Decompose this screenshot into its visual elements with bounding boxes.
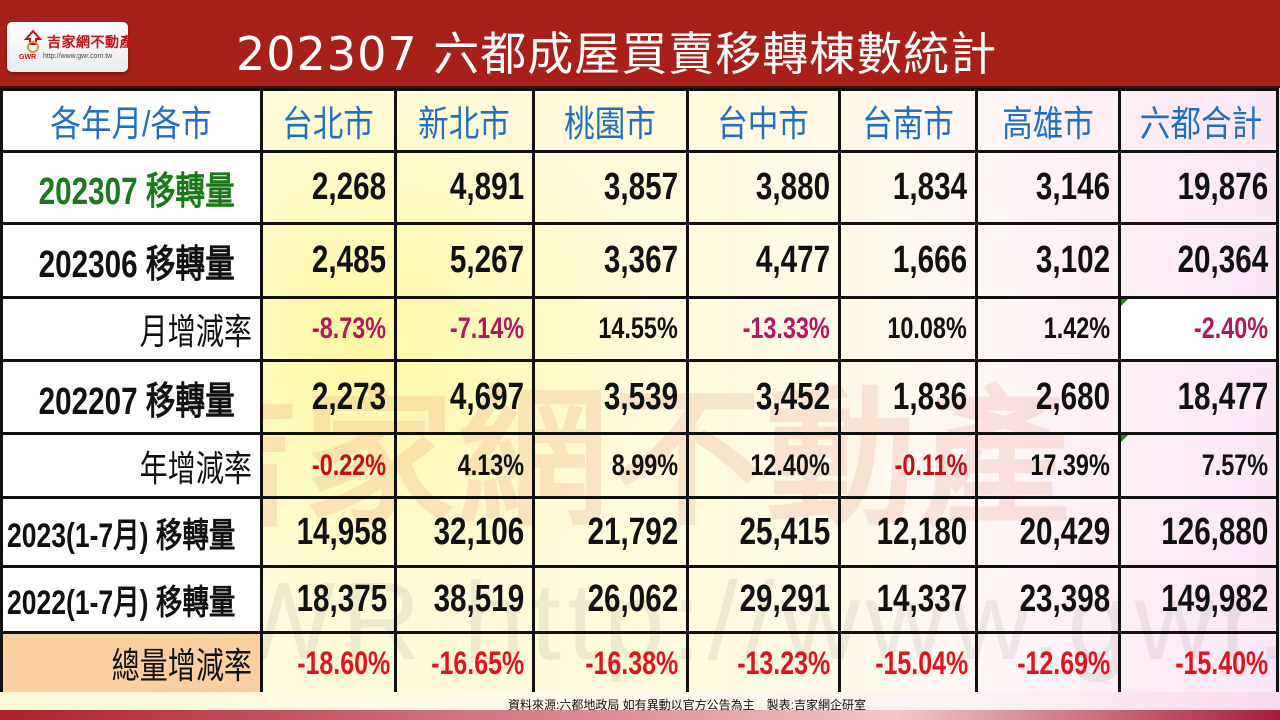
table-row: 2022(1-7月) 移轉量 18,375 38,519 26,062 29,2…	[0, 565, 1279, 634]
cell-value: 32,106	[394, 496, 535, 568]
cell-value: 18,375	[260, 565, 397, 634]
cell-value: 3,880	[686, 150, 841, 225]
cell-percent: -16.65%	[394, 631, 535, 695]
column-header-period: 各年月/各市	[0, 88, 263, 153]
house-logo-icon	[23, 30, 43, 53]
transfer-statistics-table: 各年月/各市 台北市 新北市 桃園市 台中市 台南市 高雄市 六都合計 2023…	[0, 88, 1279, 695]
footer-decoration	[0, 710, 1280, 720]
cell-percent: 10.08%	[838, 296, 978, 362]
cell-value: 21,792	[532, 496, 689, 568]
row-label: 202207 移轉量	[0, 359, 263, 435]
cell-value: 4,697	[394, 359, 535, 435]
cell-value: 3,539	[532, 359, 689, 435]
cell-value: 29,291	[686, 565, 841, 634]
row-label: 202306 移轉量	[0, 222, 263, 299]
column-header-taoyuan: 桃園市	[532, 88, 689, 153]
cell-value: 19,876	[1118, 150, 1279, 225]
row-label: 202307 移轉量	[0, 150, 263, 225]
cell-value: 3,146	[975, 150, 1121, 225]
cell-percent: 1.42%	[975, 296, 1121, 362]
table-row: 2023(1-7月) 移轉量 14,958 32,106 21,792 25,4…	[0, 496, 1279, 568]
cell-percent: 12.40%	[686, 432, 841, 499]
source-note: 資料來源:六都地政局 如有異動以官方公告為主 製表:吉家網企研室	[508, 698, 867, 712]
cell-percent: -16.38%	[532, 631, 689, 695]
cell-percent: -8.73%	[260, 296, 397, 362]
cell-percent: -13.33%	[686, 296, 841, 362]
cell-percent: -0.22%	[260, 432, 397, 499]
row-label: 總量增減率	[0, 631, 263, 695]
footer: 資料來源:六都地政局 如有異動以官方公告為主 製表:吉家網企研室	[0, 692, 1280, 720]
cell-value: 23,398	[975, 565, 1121, 634]
column-header-new-taipei: 新北市	[394, 88, 535, 153]
cell-value: 2,268	[260, 150, 397, 225]
cell-value: 4,891	[394, 150, 535, 225]
cell-percent: 14.55%	[532, 296, 689, 362]
cell-percent: -12.69%	[975, 631, 1121, 695]
cell-value: 3,857	[532, 150, 689, 225]
cell-value: 25,415	[686, 496, 841, 568]
table-row-monthly-change: 月增減率 -8.73% -7.14% 14.55% -13.33% 10.08%…	[0, 296, 1279, 362]
cell-percent: -18.60%	[260, 631, 397, 695]
table-row: 202207 移轉量 2,273 4,697 3,539 3,452 1,836…	[0, 359, 1279, 435]
cell-percent: 8.99%	[532, 432, 689, 499]
row-label: 年增減率	[0, 432, 263, 499]
row-label: 2022(1-7月) 移轉量	[0, 565, 263, 634]
cell-percent: 17.39%	[975, 432, 1121, 499]
column-header-six-city-total: 六都合計	[1118, 88, 1279, 153]
cell-value: 3,102	[975, 222, 1121, 299]
column-header-taipei: 台北市	[260, 88, 397, 153]
statistics-table-area: 吉家網不動產 GWR http://www.gwr.com.tw 各年月/各市 …	[0, 88, 1280, 695]
cell-value: 5,267	[394, 222, 535, 299]
cell-percent: -2.40%	[1118, 296, 1279, 362]
cell-value: 38,519	[394, 565, 535, 634]
cell-value: 3,367	[532, 222, 689, 299]
column-header-kaohsiung: 高雄市	[975, 88, 1121, 153]
gwr-logo[interactable]: 吉家網不動產 GWR http://www.gwr.com.tw	[7, 22, 134, 72]
table-row-yearly-change: 年增減率 -0.22% 4.13% 8.99% 12.40% -0.11% 17…	[0, 432, 1279, 499]
cell-value: 1,666	[838, 222, 978, 299]
column-header-tainan: 台南市	[838, 88, 978, 153]
cell-value: 2,680	[975, 359, 1121, 435]
table-row: 202307 移轉量 2,268 4,891 3,857 3,880 1,834…	[0, 150, 1279, 225]
cell-value: 26,062	[532, 565, 689, 634]
cell-value: 3,452	[686, 359, 841, 435]
table-header-row: 各年月/各市 台北市 新北市 桃園市 台中市 台南市 高雄市 六都合計	[0, 88, 1279, 153]
page-title: 202307 六都成屋買賣移轉棟數統計	[236, 27, 998, 81]
cell-value: 2,273	[260, 359, 397, 435]
cell-value: 2,485	[260, 222, 397, 299]
logo-url: http://www.gwr.com.tw	[43, 53, 113, 60]
cell-percent: -7.14%	[394, 296, 535, 362]
cell-value: 20,429	[975, 496, 1121, 568]
table-row: 202306 移轉量 2,485 5,267 3,367 4,477 1,666…	[0, 222, 1279, 299]
cell-percent: -15.04%	[838, 631, 978, 695]
cell-value: 1,834	[838, 150, 978, 225]
cell-comment-marker	[1121, 299, 1128, 306]
row-label: 2023(1-7月) 移轉量	[0, 496, 263, 568]
table-row-total-change: 總量增減率 -18.60% -16.65% -16.38% -13.23% -1…	[0, 631, 1279, 695]
cell-percent: -15.40%	[1118, 631, 1279, 695]
column-header-taichung: 台中市	[686, 88, 841, 153]
cell-value: 20,364	[1118, 222, 1279, 299]
cell-value: 18,477	[1118, 359, 1279, 435]
cell-percent: 7.57%	[1118, 432, 1279, 499]
cell-percent: 4.13%	[394, 432, 535, 499]
row-label: 月增減率	[0, 296, 263, 362]
logo-brand-name: 吉家網不動產	[47, 34, 134, 50]
cell-value: 14,337	[838, 565, 978, 634]
cell-percent: -0.11%	[838, 432, 978, 499]
cell-value: 12,180	[838, 496, 978, 568]
cell-comment-marker	[1121, 435, 1128, 442]
cell-value: 14,958	[260, 496, 397, 568]
cell-percent: -13.23%	[686, 631, 841, 695]
cell-value: 1,836	[838, 359, 978, 435]
cell-value: 126,880	[1118, 496, 1279, 568]
logo-abbr: GWR	[19, 54, 37, 61]
cell-value: 4,477	[686, 222, 841, 299]
cell-value: 149,982	[1118, 565, 1279, 634]
title-banner: 吉家網不動產 GWR http://www.gwr.com.tw 202307 …	[0, 0, 1280, 88]
